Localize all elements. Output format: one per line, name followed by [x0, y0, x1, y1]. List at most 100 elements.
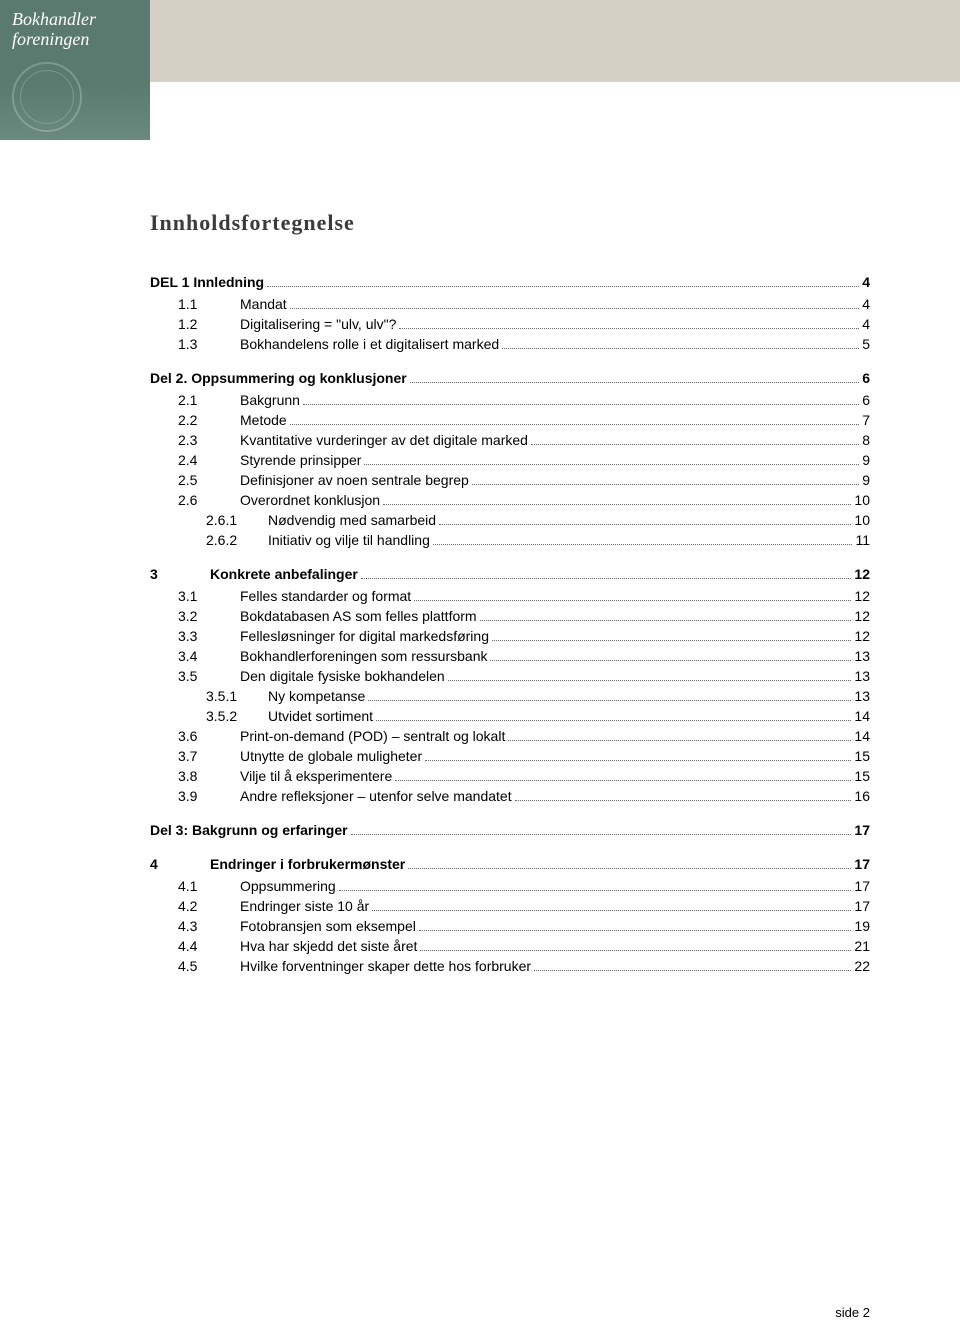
toc-leader	[515, 800, 852, 801]
toc-label: Bokdatabasen AS som felles plattform	[240, 608, 477, 624]
toc-leader	[448, 680, 852, 681]
toc-page: 21	[854, 938, 870, 954]
toc-entry: 4.4Hva har skjedd det siste året 21	[150, 938, 870, 954]
toc-number: 3.5	[150, 668, 240, 684]
toc-label: Felles standarder og format	[240, 588, 411, 604]
toc-page: 13	[854, 688, 870, 704]
toc-number: 3.4	[150, 648, 240, 664]
toc-entry: 3.9Andre refleksjoner – utenfor selve ma…	[150, 788, 870, 804]
toc-leader	[490, 660, 851, 661]
toc-leader	[290, 424, 860, 425]
toc-page: 10	[854, 512, 870, 528]
toc-entry: 1.2Digitalisering = "ulv, ulv"? 4	[150, 316, 870, 332]
toc-label: Overordnet konklusjon	[240, 492, 380, 508]
toc-page: 17	[854, 878, 870, 894]
toc-label: Endringer siste 10 år	[240, 898, 369, 914]
toc-number: 3.9	[150, 788, 240, 804]
header-bar	[150, 0, 960, 82]
toc-number: 1.3	[150, 336, 240, 352]
toc-number: 4.4	[150, 938, 240, 954]
toc-label: Konkrete anbefalinger	[210, 566, 358, 582]
toc-leader	[395, 780, 851, 781]
toc-leader	[439, 524, 851, 525]
toc-leader	[372, 910, 851, 911]
toc-page: 14	[854, 728, 870, 744]
toc-page: 10	[854, 492, 870, 508]
toc-leader	[534, 970, 851, 971]
toc-entry: 3.5.2Utvidet sortiment 14	[150, 708, 870, 724]
toc-entry: 3Konkrete anbefalinger 12	[150, 566, 870, 582]
toc-label: Endringer i forbrukermønster	[210, 856, 405, 872]
toc-leader	[420, 950, 851, 951]
toc-page: 12	[854, 566, 870, 582]
toc-leader	[303, 404, 859, 405]
toc-number: 3.6	[150, 728, 240, 744]
toc-leader	[408, 868, 851, 869]
toc-entry: 2.6Overordnet konklusjon 10	[150, 492, 870, 508]
toc-label: Styrende prinsipper	[240, 452, 361, 468]
toc-label: Andre refleksjoner – utenfor selve manda…	[240, 788, 512, 804]
toc-leader	[480, 620, 852, 621]
toc-page: 16	[854, 788, 870, 804]
toc-entry: 3.3Fellesløsninger for digital markedsfø…	[150, 628, 870, 644]
toc-page: 13	[854, 648, 870, 664]
toc-number: 1.1	[150, 296, 240, 312]
toc-page: 17	[854, 822, 870, 838]
toc-page: 15	[854, 748, 870, 764]
toc-entry: 3.5.1Ny kompetanse 13	[150, 688, 870, 704]
toc-number: 2.6.1	[150, 512, 268, 528]
toc-label: Del 3: Bakgrunn og erfaringer	[150, 822, 348, 838]
toc-leader	[364, 464, 859, 465]
toc-leader	[410, 382, 859, 383]
toc-number: 3.3	[150, 628, 240, 644]
toc-number: 2.4	[150, 452, 240, 468]
toc-page: 17	[854, 856, 870, 872]
toc-leader	[419, 930, 852, 931]
toc-entry: Del 3: Bakgrunn og erfaringer 17	[150, 822, 870, 838]
toc-label: Utvidet sortiment	[268, 708, 373, 724]
logo-emblem	[12, 62, 82, 132]
toc-number: 4.5	[150, 958, 240, 974]
toc-number: 1.2	[150, 316, 240, 332]
toc-page: 9	[862, 472, 870, 488]
toc-entry: 3.6Print-on-demand (POD) – sentralt og l…	[150, 728, 870, 744]
toc-label: Bokhandlerforeningen som ressursbank	[240, 648, 487, 664]
toc-leader	[383, 504, 851, 505]
toc-entry: Del 2. Oppsummering og konklusjoner 6	[150, 370, 870, 386]
toc-label: Nødvendig med samarbeid	[268, 512, 436, 528]
toc-entry: 2.5Definisjoner av noen sentrale begrep …	[150, 472, 870, 488]
toc-page: 13	[854, 668, 870, 684]
toc-entry: 4Endringer i forbrukermønster 17	[150, 856, 870, 872]
toc-label: Den digitale fysiske bokhandelen	[240, 668, 445, 684]
toc-number: 2.6.2	[150, 532, 268, 548]
toc-label: Hva har skjedd det siste året	[240, 938, 417, 954]
toc-label: Oppsummering	[240, 878, 336, 894]
toc-page: 14	[854, 708, 870, 724]
toc-leader	[376, 720, 851, 721]
toc-label: Utnytte de globale muligheter	[240, 748, 422, 764]
toc-leader	[433, 544, 853, 545]
toc-label: Fellesløsninger for digital markedsførin…	[240, 628, 489, 644]
toc-number: 3.1	[150, 588, 240, 604]
toc-page: 4	[862, 316, 870, 332]
toc-number: 2.3	[150, 432, 240, 448]
toc-entry: 4.5Hvilke forventninger skaper dette hos…	[150, 958, 870, 974]
table-of-contents: DEL 1 Innledning 41.1Mandat 41.2Digitali…	[150, 274, 870, 974]
toc-leader	[425, 760, 851, 761]
toc-entry: 3.2Bokdatabasen AS som felles plattform …	[150, 608, 870, 624]
toc-page: 4	[862, 296, 870, 312]
toc-label: Metode	[240, 412, 287, 428]
toc-page: 9	[862, 452, 870, 468]
toc-number: 3.2	[150, 608, 240, 624]
toc-entry: 3.7Utnytte de globale muligheter 15	[150, 748, 870, 764]
toc-entry: 1.1Mandat 4	[150, 296, 870, 312]
toc-label: Hvilke forventninger skaper dette hos fo…	[240, 958, 531, 974]
toc-number: 4.1	[150, 878, 240, 894]
toc-label: Bokhandelens rolle i et digitalisert mar…	[240, 336, 499, 352]
toc-page: 5	[862, 336, 870, 352]
toc-leader	[361, 578, 852, 579]
toc-page: 12	[854, 608, 870, 624]
toc-label: Mandat	[240, 296, 287, 312]
toc-number: 2.5	[150, 472, 240, 488]
toc-label: Del 2. Oppsummering og konklusjoner	[150, 370, 407, 386]
